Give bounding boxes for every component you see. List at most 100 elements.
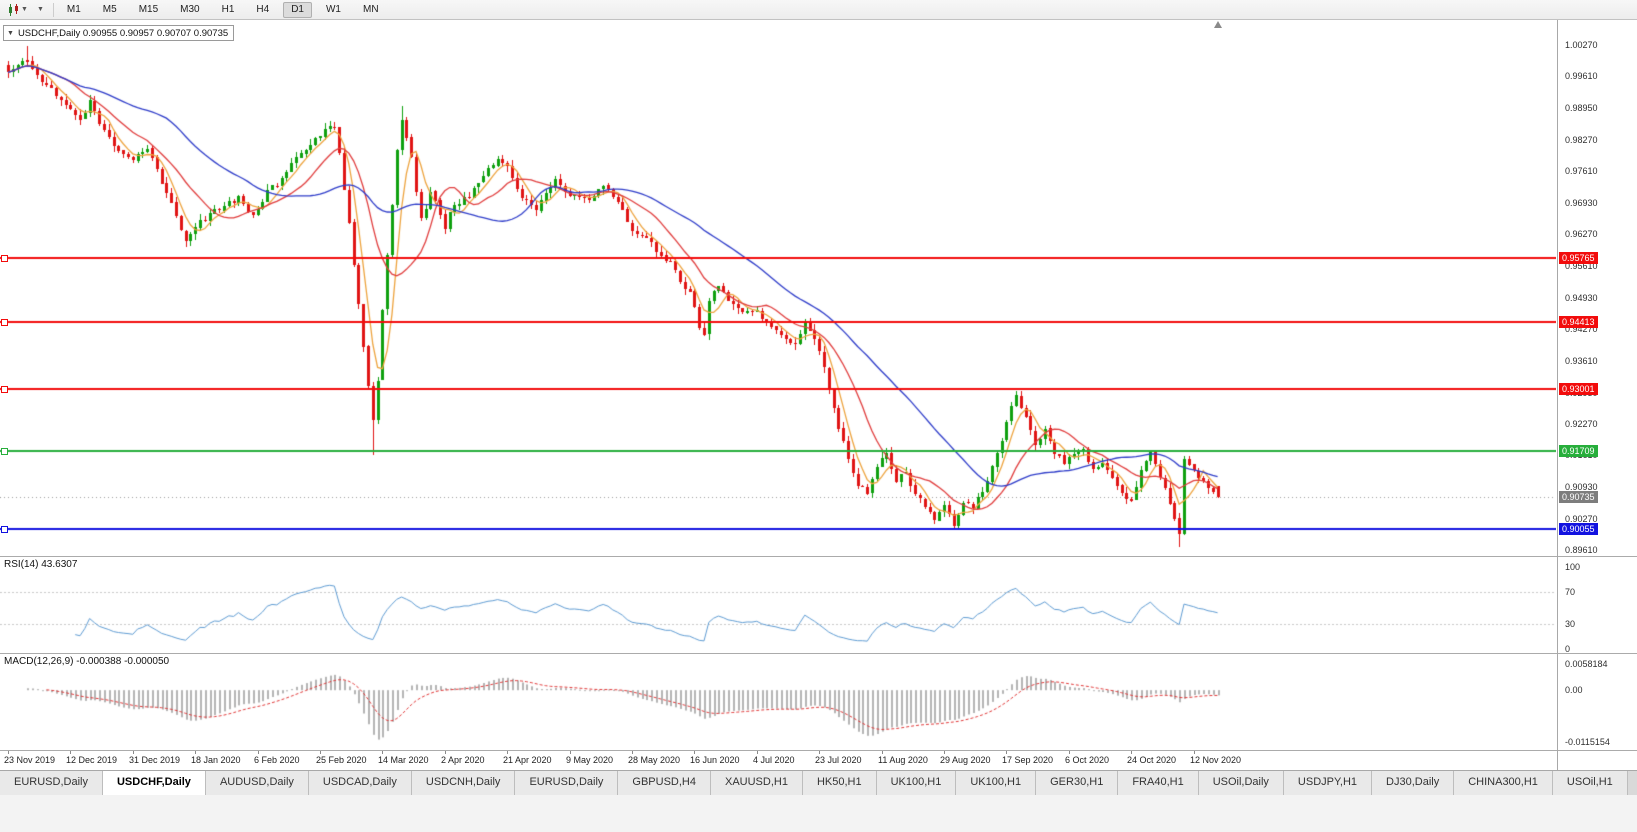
timeframe-button-d1[interactable]: D1 [283,1,312,18]
date-axis-label: 29 Aug 2020 [940,755,991,765]
timeframe-button-m5[interactable]: M5 [102,3,117,15]
macd-axis-label: 0.0058184 [1565,659,1608,669]
chart-tab-china300-h1[interactable]: CHINA300,H1 [1454,771,1553,795]
chart-tab-usoil-h1[interactable]: USOil,H1 [1552,771,1628,795]
price-axis-label: 0.92270 [1565,419,1598,429]
chart-tab-dj30-daily[interactable]: DJ30,Daily [1372,771,1455,795]
caret-down-icon: ▼ [21,6,28,13]
price-axis-label: 0.98270 [1565,135,1598,145]
price-axis-label: 0.99610 [1565,71,1598,81]
price-chart-canvas[interactable] [0,20,1556,556]
macd-axis-label: 0.00 [1565,685,1583,695]
timeframe-button-mn[interactable]: MN [362,3,379,15]
date-tick [757,751,758,754]
date-axis-label: 6 Oct 2020 [1065,755,1110,765]
rsi-title: RSI(14) 43.6307 [4,559,78,570]
chart-caption[interactable]: ▼ USDCHF,Daily 0.90955 0.90957 0.90707 0… [3,25,235,41]
date-axis-label: 31 Dec 2019 [129,755,181,765]
hline-price-tag[interactable]: 0.95765 [1559,252,1598,264]
date-axis-label: 6 Feb 2020 [254,755,300,765]
date-tick [882,751,883,754]
pane-separator[interactable] [0,750,1637,751]
price-axis-label: 0.94270 [1565,324,1598,334]
zoom-dropdown-button[interactable]: ▼ [33,5,48,14]
date-tick [507,751,508,754]
candlestick-icon [9,3,18,16]
date-axis[interactable]: 23 Nov 2019 12 Dec 2019 31 Dec 2019 18 Jan … [0,751,1556,770]
chart-region: ▼ USDCHF,Daily 0.90955 0.90957 0.90707 0… [0,20,1637,770]
chart-tab-hk50-h1[interactable]: HK50,H1 [802,771,877,795]
chart-tab-uk100-h1[interactable]: UK100,H1 [876,771,957,795]
current-price-tag: 0.90735 [1559,491,1598,503]
chart-tab-usdjpy-h1[interactable]: USDJPY,H1 [1283,771,1373,795]
date-axis-label: 21 Apr 2020 [503,755,552,765]
chart-tab-eurusd-daily[interactable]: EURUSD,Daily [0,771,103,795]
hline-price-tag[interactable]: 0.94413 [1559,316,1598,328]
macd-canvas[interactable] [0,654,1556,750]
hline-price-tag[interactable]: 0.93001 [1559,383,1598,395]
date-axis-label: 23 Nov 2019 [4,755,56,765]
timeframe-button-m15[interactable]: M15 [138,3,159,15]
timeframe-button-h4[interactable]: H4 [256,3,270,15]
timeframe-button-w1[interactable]: W1 [325,3,341,15]
hline-handle[interactable] [1,319,8,326]
timeframe-button-m30[interactable]: M30 [180,3,200,15]
status-strip [0,795,1637,832]
hline-handle[interactable] [1,526,8,533]
chart-shift-marker-icon[interactable] [1214,21,1222,28]
price-axis-label: 0.95610 [1565,261,1598,271]
hline-handle[interactable] [1,386,8,393]
pane-separator[interactable] [0,556,1637,557]
chart-tab-fra40-h1[interactable]: FRA40,H1 [1118,771,1199,795]
chart-tab-usdchf-daily[interactable]: USDCHF,Daily [102,771,206,795]
date-tick [70,751,71,754]
chart-type-button[interactable]: ▼ [4,3,32,17]
date-tick [133,751,134,754]
hline-handle[interactable] [1,255,8,262]
price-axis[interactable]: 1.00270 0.99610 0.98950 0.98270 0.97610 0.969… [1557,20,1637,770]
price-axis-label: 0.96270 [1565,229,1598,239]
chart-tab-audusd-daily[interactable]: AUDUSD,Daily [205,771,309,795]
date-tick [382,751,383,754]
chart-tab-usdcnh-daily[interactable]: USDCNH,Daily [411,771,516,795]
date-axis-label: 4 Jul 2020 [753,755,795,765]
chart-tab-gbpusd-h4[interactable]: GBPUSD,H4 [618,771,711,795]
date-tick [570,751,571,754]
date-axis-label: 12 Nov 2020 [1190,755,1242,765]
price-axis-label: 0.90270 [1565,514,1598,524]
timeframe-button-group: M1 M5 M15 M30 H1 H4 D1 W1 MN [59,1,387,18]
hline-handle[interactable] [1,448,8,455]
date-tick [944,751,945,754]
rsi-axis-label: 30 [1565,619,1576,629]
price-axis-label: 0.94930 [1565,293,1598,303]
caret-down-icon: ▼ [36,6,44,13]
chart-tab-eurusd-daily[interactable]: EURUSD,Daily [515,771,619,795]
date-tick [1006,751,1007,754]
rsi-canvas[interactable] [0,557,1556,653]
date-axis-label: 12 Dec 2019 [66,755,118,765]
chart-tab-xauusd-h1[interactable]: XAUUSD,H1 [710,771,803,795]
date-axis-label: 16 Jun 2020 [690,755,740,765]
price-axis-label: 0.98950 [1565,103,1598,113]
price-axis-label: 1.00270 [1565,40,1598,50]
chart-tab-ger30-h1[interactable]: GER30,H1 [1036,771,1119,795]
chart-tab-usoil-daily[interactable]: USOil,Daily [1198,771,1284,795]
hline-price-tag[interactable]: 0.91709 [1559,445,1598,457]
date-tick [8,751,9,754]
date-axis-label: 28 May 2020 [628,755,681,765]
rsi-axis-label: 70 [1565,587,1576,597]
date-axis-label: 24 Oct 2020 [1127,755,1177,765]
timeframe-button-m1[interactable]: M1 [66,3,81,15]
hline-price-tag[interactable]: 0.90055 [1559,523,1598,535]
pane-separator[interactable] [0,653,1637,654]
date-axis-label: 23 Jul 2020 [815,755,862,765]
expand-arrow-icon[interactable]: ▼ [7,29,14,37]
timeframe-button-h1[interactable]: H1 [221,3,235,15]
chart-tab-usdcad-daily[interactable]: USDCAD,Daily [308,771,412,795]
date-axis-label: 14 Mar 2020 [378,755,429,765]
date-tick [258,751,259,754]
chart-tab-uk100-h1[interactable]: UK100,H1 [956,771,1037,795]
macd-pane: MACD(12,26,9) -0.000388 -0.000050 [0,654,1556,750]
toolbar-separator [52,2,54,17]
price-pane: ▼ USDCHF,Daily 0.90955 0.90957 0.90707 0… [0,20,1556,556]
